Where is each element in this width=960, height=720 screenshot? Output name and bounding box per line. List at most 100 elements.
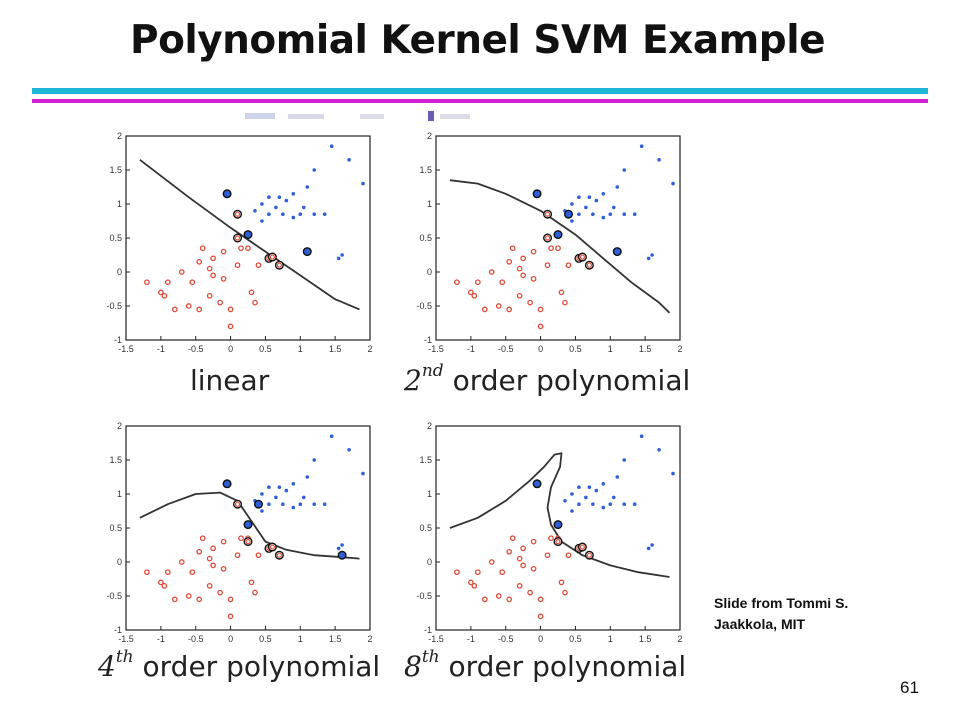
support-vector-core [276,552,282,558]
data-point-positive [632,212,637,216]
data-point-positive [284,198,289,203]
x-tick-label: -0.5 [188,344,204,354]
data-point-negative [227,596,234,603]
data-point-negative [537,306,544,313]
data-point-negative [499,569,506,576]
data-point-positive [591,502,595,506]
x-tick-label: 2 [677,634,682,644]
support-vector-core [586,262,592,268]
data-point-positive [577,502,581,506]
support-vector-core [245,538,251,545]
data-point-positive [347,448,351,452]
slide-title: Polynomial Kernel SVM Example [130,18,826,63]
data-point-negative [516,265,523,272]
data-point-positive [336,546,341,551]
data-point-negative [238,535,244,542]
data-point-positive [361,471,365,476]
support-vector-negative [267,542,277,552]
data-point-negative [220,565,227,572]
panel-caption-4th-order: 4th order polynomial [98,647,380,683]
data-point-positive [267,212,271,216]
plot-panel-8th-order: -1.5 -1 -0.5 0 0.5 1 1.5 2-1-0.500.511.52 [416,421,682,644]
data-point-positive [639,434,644,438]
data-point-positive [563,499,567,503]
data-point-negative [506,306,513,313]
data-point-positive [594,488,599,493]
panel-caption-8th-order: 8th order polynomial [404,646,686,683]
plot-panel-4th-order: -1.5 -1 -0.5 0 0.5 1 1.5 2-1-0.500.511.52 [106,421,372,644]
data-point-positive [608,502,613,506]
support-vector-positive [243,520,253,530]
y-tick-label: -0.5 [106,591,122,601]
data-point-positive [291,192,296,196]
data-point-negative [158,289,164,296]
data-point-positive [281,212,285,216]
support-vector-positive [532,189,542,199]
data-point-negative [558,579,565,586]
x-tick-label: 2 [367,344,372,354]
data-point-positive [601,482,606,486]
data-point-negative [189,569,196,576]
data-point-negative [248,579,255,586]
data-point-negative [206,582,213,589]
y-tick-label: -0.5 [416,591,432,601]
data-point-negative [509,245,516,252]
x-tick-label: 0 [228,344,233,354]
data-point-negative [558,289,565,296]
data-point-positive [657,448,661,452]
y-tick-label: 0 [427,557,432,567]
decision-boundary [449,452,670,578]
support-vector-positive [337,550,347,560]
data-point-positive [336,256,341,261]
support-vector-positive [532,479,542,489]
data-point-positive [340,543,344,547]
x-tick-label: 1 [298,634,303,644]
data-point-negative [206,555,213,562]
y-tick-label: 1.5 [419,455,432,465]
data-point-negative [530,538,537,545]
data-point-positive [253,209,257,213]
plot-panel-2nd-order: -1.5 -1 -0.5 0 0.5 1 1.5 2-1-0.500.511.52 [416,131,682,354]
data-point-negative [506,548,513,555]
data-point-negative [196,548,203,555]
data-point-positive [291,482,296,486]
support-vector-positive [553,520,563,530]
data-point-positive [329,144,334,148]
data-point-negative [481,306,488,313]
data-point-negative [171,596,178,603]
data-point-negative [220,248,227,255]
data-point-positive [584,495,588,500]
data-point-negative [178,269,185,275]
data-point-positive [260,492,264,496]
data-point-positive [267,195,271,199]
data-point-positive [639,144,644,148]
data-point-negative [481,596,488,603]
x-tick-label: -1 [467,634,475,644]
x-tick-label: 1 [298,344,303,354]
decision-boundary [139,491,360,560]
data-point-positive [347,158,351,162]
data-point-negative [548,535,554,542]
support-vector-core [544,235,551,241]
data-point-negative [537,323,544,330]
support-vector-core [234,211,241,217]
data-point-negative [189,279,196,286]
data-point-negative [474,279,481,286]
data-point-positive [277,485,282,489]
x-tick-label: 1 [608,634,613,644]
x-tick-label: -1 [157,344,165,354]
y-tick-label: 0 [427,267,432,277]
data-point-negative [471,292,478,299]
data-point-negative [227,613,234,620]
data-point-positive [657,158,661,162]
data-point-negative [196,258,203,265]
caption-text: linear [190,364,270,397]
caption-order: 8th [404,646,440,683]
support-vector-positive [243,230,253,240]
data-point-negative [171,306,178,313]
data-point-negative [210,272,216,279]
scan-smudge [245,111,470,121]
data-point-negative [562,589,568,596]
data-point-positive [298,502,303,506]
data-point-negative [516,555,523,562]
